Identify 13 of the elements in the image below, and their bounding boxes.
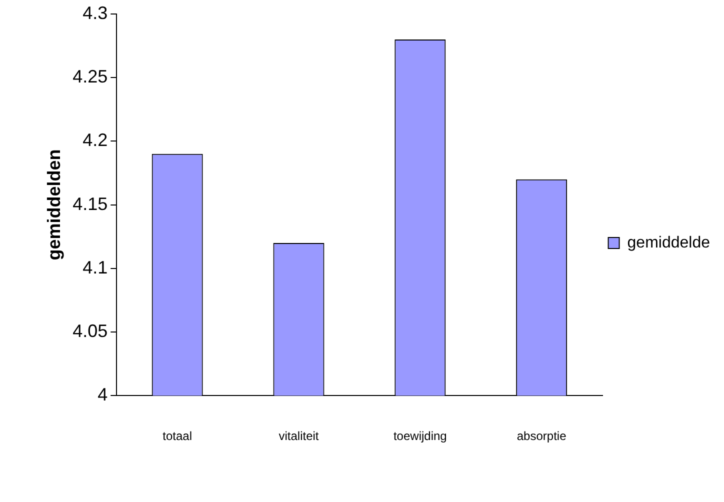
y-tick-label: 4.3 — [82, 2, 108, 23]
y-tick-label: 4 — [98, 384, 108, 405]
x-tick-label: toewijding — [393, 429, 447, 444]
y-axis-title: gemiddelden — [44, 149, 64, 260]
y-tick-label: 4.15 — [72, 194, 108, 214]
y-tick-label: 4.1 — [82, 257, 108, 278]
y-tick-label: 4.25 — [72, 66, 108, 87]
x-tick-label: totaal — [162, 429, 192, 444]
y-tick-label: 4.2 — [82, 130, 108, 150]
x-tick-label: absorptie — [516, 429, 567, 444]
x-tick-label: vitaliteit — [278, 429, 320, 444]
y-tick-label: 4.05 — [72, 320, 108, 341]
legend-label: gemiddelde — [627, 234, 710, 252]
